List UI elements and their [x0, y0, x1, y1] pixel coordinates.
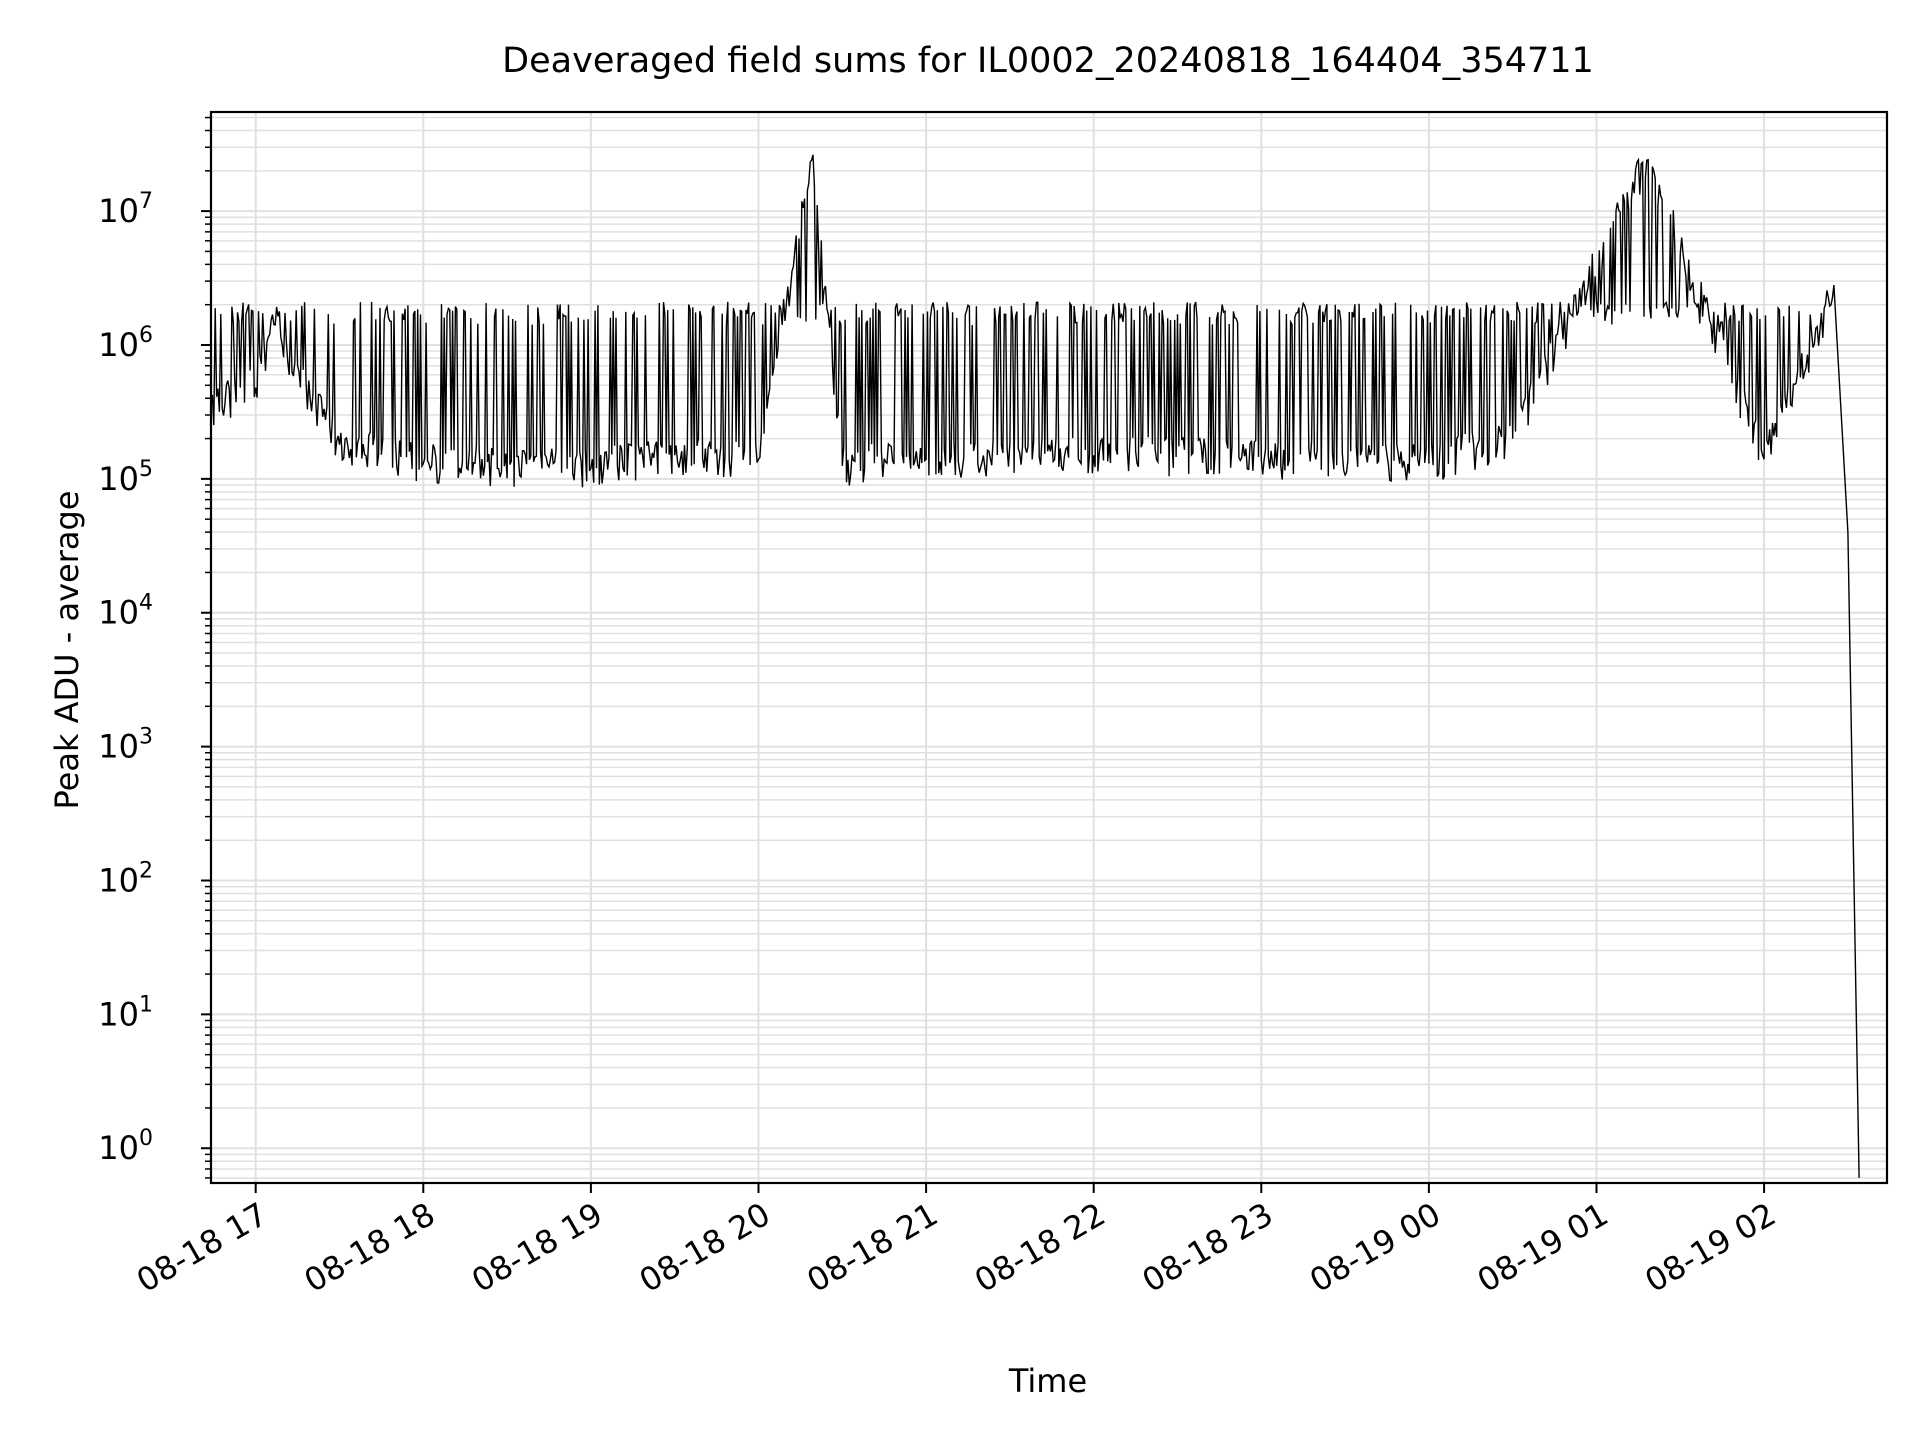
minor-gridlines	[211, 116, 1887, 1179]
x-axis-label: Time	[1008, 1362, 1087, 1400]
y-tick-exponent: 4	[139, 591, 153, 616]
y-tick-exponent: 0	[139, 1126, 153, 1151]
tick-marks	[201, 116, 1766, 1193]
y-axis-label: Peak ADU - average	[48, 491, 86, 810]
y-tick-exponent: 1	[139, 992, 153, 1017]
major-gridlines	[211, 112, 1887, 1183]
y-tick-label: 105	[98, 457, 153, 498]
chart-title: Deaveraged field sums for IL0002_2024081…	[502, 41, 1594, 81]
series-line	[210, 154, 1860, 1178]
y-tick-exponent: 2	[139, 858, 153, 883]
plot-frame	[209, 110, 1889, 1185]
y-tick-exponent: 6	[139, 323, 153, 348]
y-tick-exponent: 3	[139, 725, 153, 750]
y-tick-label: 101	[98, 992, 153, 1033]
y-tick-exponent: 7	[139, 189, 153, 214]
y-tick-exponent: 5	[139, 457, 153, 482]
series-group	[210, 154, 1860, 1178]
